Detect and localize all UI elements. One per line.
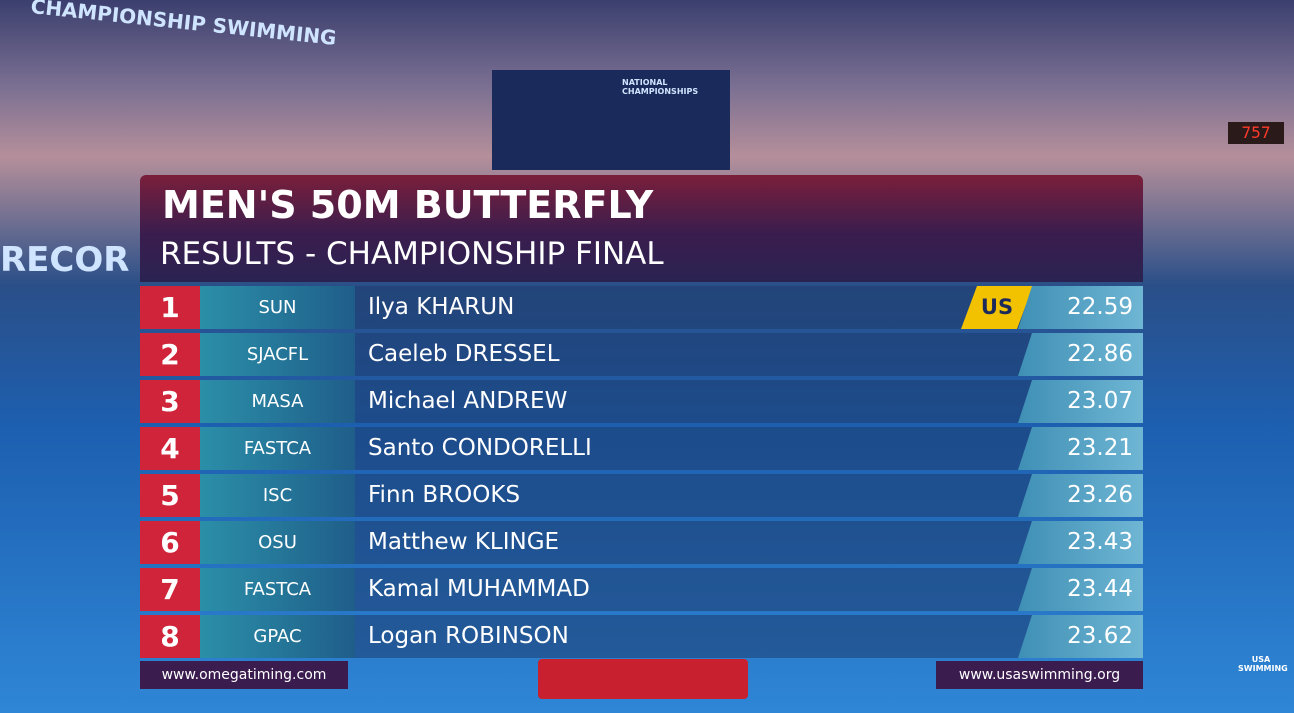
jumbotron: NATIONAL CHAMPIONSHIPS	[492, 70, 730, 170]
time: 23.44	[1018, 568, 1143, 611]
swimmer-name: Finn BROOKS	[368, 482, 521, 508]
time: 22.59	[1018, 286, 1143, 329]
swimmer-name: Caeleb DRESSEL	[368, 341, 560, 367]
result-row: 7 FASTCA Kamal MUHAMMAD 23.44	[140, 568, 1143, 611]
center-tab	[538, 659, 748, 699]
club: OSU	[200, 521, 355, 564]
logo: USA SWIMMING	[1238, 655, 1288, 673]
swimmer-name: Kamal MUHAMMAD	[368, 576, 590, 602]
place: 5	[140, 474, 200, 517]
place: 3	[140, 380, 200, 423]
club: FASTCA	[200, 568, 355, 611]
time: 23.43	[1018, 521, 1143, 564]
clock: 757	[1228, 122, 1284, 144]
place: 6	[140, 521, 200, 564]
pool-sign: RECOR	[0, 240, 130, 280]
club: SJACFL	[200, 333, 355, 376]
result-row: 1 SUN Ilya KHARUN US 22.59	[140, 286, 1143, 329]
club: MASA	[200, 380, 355, 423]
subtitle: RESULTS - CHAMPIONSHIP FINAL	[160, 236, 664, 272]
time: 22.86	[1018, 333, 1143, 376]
result-row: 6 OSU Matthew KLINGE 23.43	[140, 521, 1143, 564]
club: FASTCA	[200, 427, 355, 470]
place: 1	[140, 286, 200, 329]
header-panel	[140, 175, 1143, 282]
result-row: 4 FASTCA Santo CONDORELLI 23.21	[140, 427, 1143, 470]
club: SUN	[200, 286, 355, 329]
place: 2	[140, 333, 200, 376]
place: 4	[140, 427, 200, 470]
club: ISC	[200, 474, 355, 517]
footer-left: www.omegatiming.com	[140, 661, 348, 689]
time: 23.26	[1018, 474, 1143, 517]
result-row: 2 SJACFL Caeleb DRESSEL 22.86	[140, 333, 1143, 376]
swimmer-name: Michael ANDREW	[368, 388, 568, 414]
swimmer-name: Matthew KLINGE	[368, 529, 560, 555]
footer-right: www.usaswimming.org	[936, 661, 1143, 689]
swimmer-name: Santo CONDORELLI	[368, 435, 592, 461]
place: 7	[140, 568, 200, 611]
result-row: 8 GPAC Logan ROBINSON 23.62	[140, 615, 1143, 658]
time: 23.62	[1018, 615, 1143, 658]
time: 23.07	[1018, 380, 1143, 423]
banner-text: CHAMPIONSHIP SWIMMING	[29, 0, 338, 50]
swimmer-name: Ilya KHARUN	[368, 294, 515, 320]
result-row: 5 ISC Finn BROOKS 23.26	[140, 474, 1143, 517]
club: GPAC	[200, 615, 355, 658]
jumbotron-text: NATIONAL CHAMPIONSHIPS	[622, 78, 699, 96]
swimmer-name: Logan ROBINSON	[368, 623, 569, 649]
place: 8	[140, 615, 200, 658]
result-row: 3 MASA Michael ANDREW 23.07	[140, 380, 1143, 423]
title: MEN'S 50M BUTTERFLY	[162, 183, 654, 227]
time: 23.21	[1018, 427, 1143, 470]
